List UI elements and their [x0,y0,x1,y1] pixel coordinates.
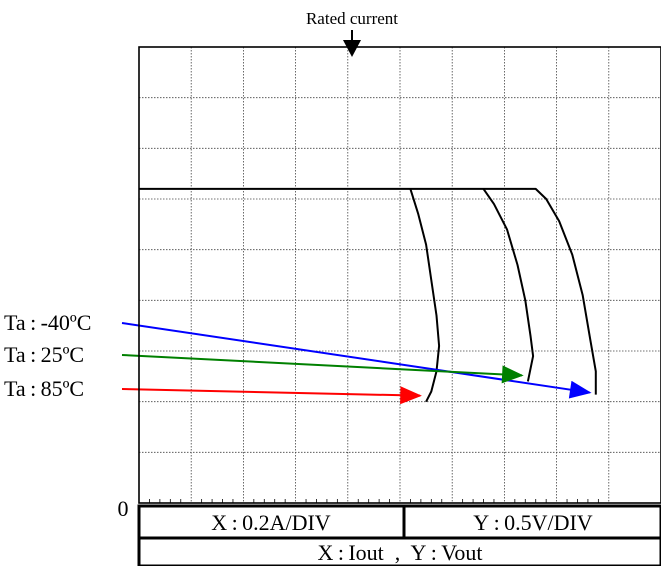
rated-current-arrow [343,30,361,57]
origin-label: 0 [118,496,129,521]
series-curve-1 [482,188,535,382]
series-label-1: Ta : 25ºC [4,342,84,367]
y-scale-label: Y : 0.5V/DIV [473,510,593,535]
axes-label: X : Iout , Y : Vout [318,540,483,565]
grid [139,47,661,503]
series-arrow-1 [121,354,524,384]
series-label-2: Ta : 85ºC [4,376,84,401]
x-scale-label: X : 0.2A/DIV [211,510,331,535]
series-curve-2 [409,188,441,403]
rated-current-label: Rated current [306,9,398,28]
plot-frame [138,46,661,504]
series-labels: Ta : -40ºC Ta : 25ºC Ta : 85ºC [4,310,91,401]
series-curve-0 [139,187,597,395]
curves [139,187,597,403]
scale-table: X : 0.2A/DIV Y : 0.5V/DIV X : Iout , Y :… [137,504,661,566]
series-label-0: Ta : -40ºC [4,310,91,335]
label-arrows [121,322,592,405]
series-arrow-2 [121,386,422,405]
